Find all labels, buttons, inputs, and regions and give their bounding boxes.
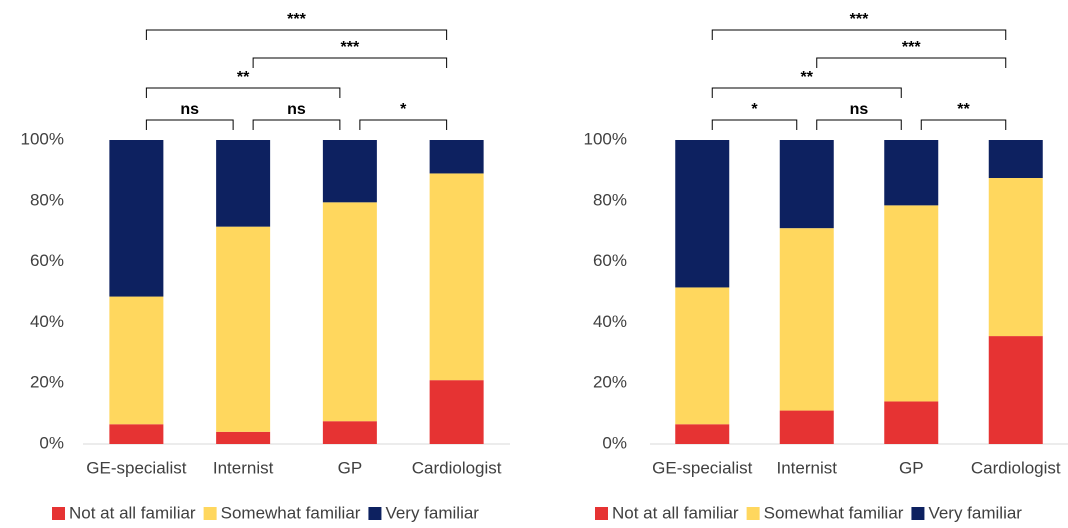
y-tick-label: 0% [39,433,64,452]
significance-bracket [252,57,448,68]
legend-label: Not at all familiar [69,503,196,522]
x-tick-label: GP [899,458,924,477]
significance-label: * [751,101,758,118]
significance-label: * [400,101,407,118]
bar-segment [109,140,164,297]
bar-segment [988,140,1043,178]
bar-segment [429,173,484,381]
legend-label: Somewhat familiar [764,503,904,522]
bar-segment [988,178,1043,337]
significance-bracket [359,119,448,130]
x-tick-label: Cardiologist [971,458,1061,477]
y-tick-label: 100% [584,129,627,148]
y-tick-label: 80% [30,190,64,209]
legend-swatch [52,507,65,520]
y-tick-label: 20% [30,373,64,392]
significance-bracket [145,87,341,98]
y-tick-label: 40% [30,312,64,331]
significance-label: ns [287,101,306,118]
legend-label: Very familiar [385,503,479,522]
significance-label: ns [180,101,199,118]
significance-label: ** [957,101,970,118]
legend-label: Somewhat familiar [221,503,361,522]
x-tick-label: GE-specialist [86,458,186,477]
bar-segment [109,296,164,425]
significance-bracket [711,119,798,130]
bar-segment [988,336,1043,444]
significance-bracket [920,119,1007,130]
bar-segment [429,380,484,444]
bar-segment [322,421,377,444]
legend-swatch [911,507,925,520]
significance-label: *** [850,11,869,28]
bar-segment [216,226,271,432]
y-tick-label: 40% [593,312,627,331]
x-tick-label: Internist [777,458,838,477]
bar-segment [322,140,377,203]
significance-bracket [816,57,1007,68]
significance-label: ns [850,101,869,118]
significance-bracket [816,119,902,130]
y-tick-label: 0% [602,433,627,452]
x-tick-label: GP [338,458,363,477]
bar-segment [779,140,834,229]
bar-segment [779,410,834,444]
legend-label: Very familiar [928,503,1022,522]
legend-swatch [203,507,217,520]
y-tick-label: 60% [30,251,64,270]
significance-bracket [145,29,448,40]
bar-segment [429,140,484,174]
significance-bracket [711,29,1007,40]
bar-segment [884,205,939,402]
significance-label: *** [341,39,360,56]
x-tick-label: Cardiologist [412,458,502,477]
significance-bracket [711,87,902,98]
bar-segment [216,140,271,227]
x-tick-label: GE-specialist [652,458,752,477]
legend-swatch [595,507,608,520]
bar-segment [884,401,939,444]
bar-segment [675,140,730,288]
significance-bracket [145,119,234,130]
legend-swatch [746,507,760,520]
significance-label: *** [287,11,306,28]
bar-segment [675,287,730,425]
bar-segment [322,202,377,422]
bar-segment [109,424,164,444]
significance-label: ** [801,69,814,86]
legend-swatch [368,507,382,520]
bar-segment [216,431,271,444]
x-tick-label: Internist [213,458,274,477]
significance-label: *** [902,39,921,56]
y-tick-label: 80% [593,190,627,209]
bar-segment [779,228,834,411]
legend-label: Not at all familiar [612,503,739,522]
y-tick-label: 60% [593,251,627,270]
significance-label: ** [237,69,250,86]
y-tick-label: 20% [593,373,627,392]
bar-segment [884,140,939,206]
bar-segment [675,424,730,444]
significance-bracket [252,119,341,130]
y-tick-label: 100% [21,129,64,148]
